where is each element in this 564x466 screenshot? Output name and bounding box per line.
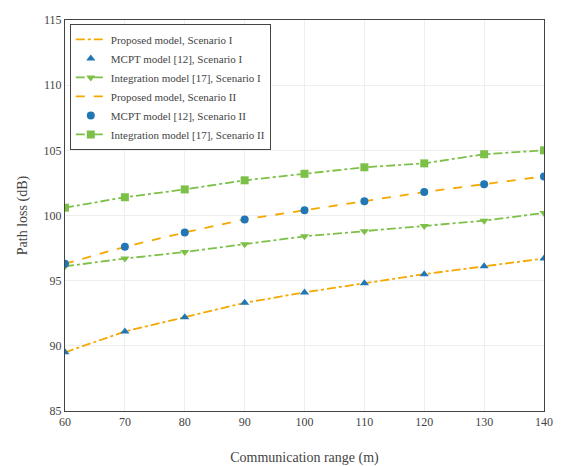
svg-text:90: 90	[239, 415, 251, 429]
svg-text:Proposed model, Scenario II: Proposed model, Scenario II	[111, 91, 237, 103]
svg-text:110: 110	[356, 415, 374, 429]
svg-text:Proposed model, Scenario I: Proposed model, Scenario I	[111, 34, 233, 46]
svg-text:105: 105	[44, 144, 62, 158]
svg-text:Communication range (m): Communication range (m)	[230, 450, 379, 466]
svg-text:140: 140	[535, 415, 553, 429]
svg-text:130: 130	[475, 415, 493, 429]
svg-text:85: 85	[50, 404, 62, 418]
svg-text:MCPT model [12], Scenario II: MCPT model [12], Scenario II	[111, 110, 246, 122]
svg-text:80: 80	[179, 415, 191, 429]
svg-text:100: 100	[44, 209, 62, 223]
svg-text:95: 95	[50, 274, 62, 288]
svg-text:Path loss (dB): Path loss (dB)	[15, 175, 31, 255]
svg-text:70: 70	[119, 415, 131, 429]
svg-text:MCPT model [12], Scenario I: MCPT model [12], Scenario I	[111, 53, 243, 65]
svg-text:Integration model [17], Scenar: Integration model [17], Scenario II	[111, 129, 265, 141]
svg-text:Integration model [17], Scenar: Integration model [17], Scenario I	[111, 72, 261, 84]
svg-text:100: 100	[296, 415, 314, 429]
svg-text:90: 90	[50, 339, 62, 353]
svg-text:115: 115	[44, 13, 62, 27]
svg-text:110: 110	[44, 78, 62, 92]
svg-text:120: 120	[415, 415, 433, 429]
svg-text:60: 60	[59, 415, 71, 429]
